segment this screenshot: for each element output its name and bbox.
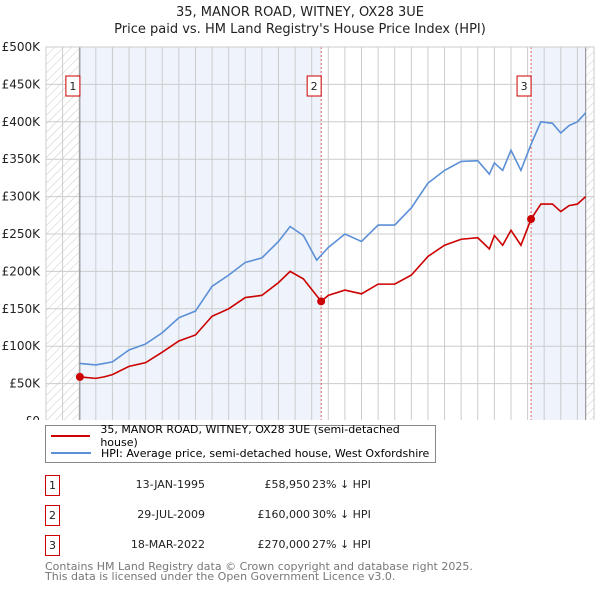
chart-subtitle: Price paid vs. HM Land Registry's House … bbox=[114, 22, 486, 37]
sale-marker-3 bbox=[527, 215, 536, 224]
sale-date: 29-JUL-2009 bbox=[137, 508, 205, 521]
sale-number-badge: 1 bbox=[45, 475, 60, 496]
table-row: 2 29-JUL-2009 £160,000 30% ↓ HPI bbox=[45, 505, 465, 526]
sale-label-box-1 bbox=[65, 75, 81, 97]
plot-border bbox=[45, 46, 595, 420]
y-tick-label: £100K bbox=[2, 339, 42, 353]
table-row: 3 18-MAR-2022 £270,000 27% ↓ HPI bbox=[45, 535, 465, 556]
hpi-diff: 30% ↓ HPI bbox=[312, 508, 371, 521]
hpi-diff: 27% ↓ HPI bbox=[312, 538, 371, 551]
table-row: 1 13-JAN-1995 £58,950 23% ↓ HPI bbox=[45, 475, 465, 496]
legend: 35, MANOR ROAD, WITNEY, OX28 3UE (semi-d… bbox=[45, 423, 436, 463]
property-price-line bbox=[79, 196, 587, 380]
y-tick-label: £350K bbox=[2, 152, 42, 166]
y-tick-label: £200K bbox=[2, 264, 42, 278]
y-tick-label: £50K bbox=[9, 377, 41, 391]
sale-price: £58,950 bbox=[264, 478, 311, 491]
sale-date: 18-MAR-2022 bbox=[130, 538, 205, 551]
legend-hpi: HPI: Average price, semi-detached house,… bbox=[101, 446, 430, 460]
sale-label-box-3 bbox=[516, 75, 532, 97]
y-tick-label: £300K bbox=[2, 190, 42, 204]
sale-price: £160,000 bbox=[257, 508, 311, 521]
sale-label-1: 1 bbox=[69, 80, 76, 93]
footer-licence: This data is licensed under the Open Gov… bbox=[45, 570, 396, 583]
sale-label-2: 2 bbox=[311, 80, 318, 93]
sale-number-badge: 2 bbox=[45, 505, 60, 526]
sale-marker-1 bbox=[75, 372, 84, 381]
y-tick-label: £500K bbox=[2, 40, 42, 54]
footer-copyright: Contains HM Land Registry data © Crown c… bbox=[45, 560, 473, 573]
sale-label-box-2 bbox=[306, 75, 322, 97]
y-tick-label: £0 bbox=[25, 414, 40, 420]
y-tick-label: £150K bbox=[2, 302, 42, 316]
legend-blue-line bbox=[51, 452, 91, 454]
sale-marker-2 bbox=[317, 297, 326, 306]
legend-property: 35, MANOR ROAD, WITNEY, OX28 3UE (semi-d… bbox=[100, 423, 400, 449]
y-tick-label: £450K bbox=[2, 77, 42, 91]
y-tick-label: £400K bbox=[2, 115, 42, 129]
hpi-line bbox=[79, 112, 587, 366]
sale-price: £270,000 bbox=[257, 538, 311, 551]
hpi-diff: 23% ↓ HPI bbox=[312, 478, 371, 491]
y-tick-label: £250K bbox=[2, 227, 42, 241]
sale-number-badge: 3 bbox=[45, 535, 60, 556]
price-chart: 1993199419951996199719981999200020012002… bbox=[2, 40, 595, 420]
chart-title: 35, MANOR ROAD, WITNEY, OX28 3UE bbox=[176, 5, 424, 20]
sale-label-3: 3 bbox=[521, 80, 528, 93]
sale-date: 13-JAN-1995 bbox=[135, 478, 205, 491]
legend-red-line bbox=[51, 435, 91, 437]
